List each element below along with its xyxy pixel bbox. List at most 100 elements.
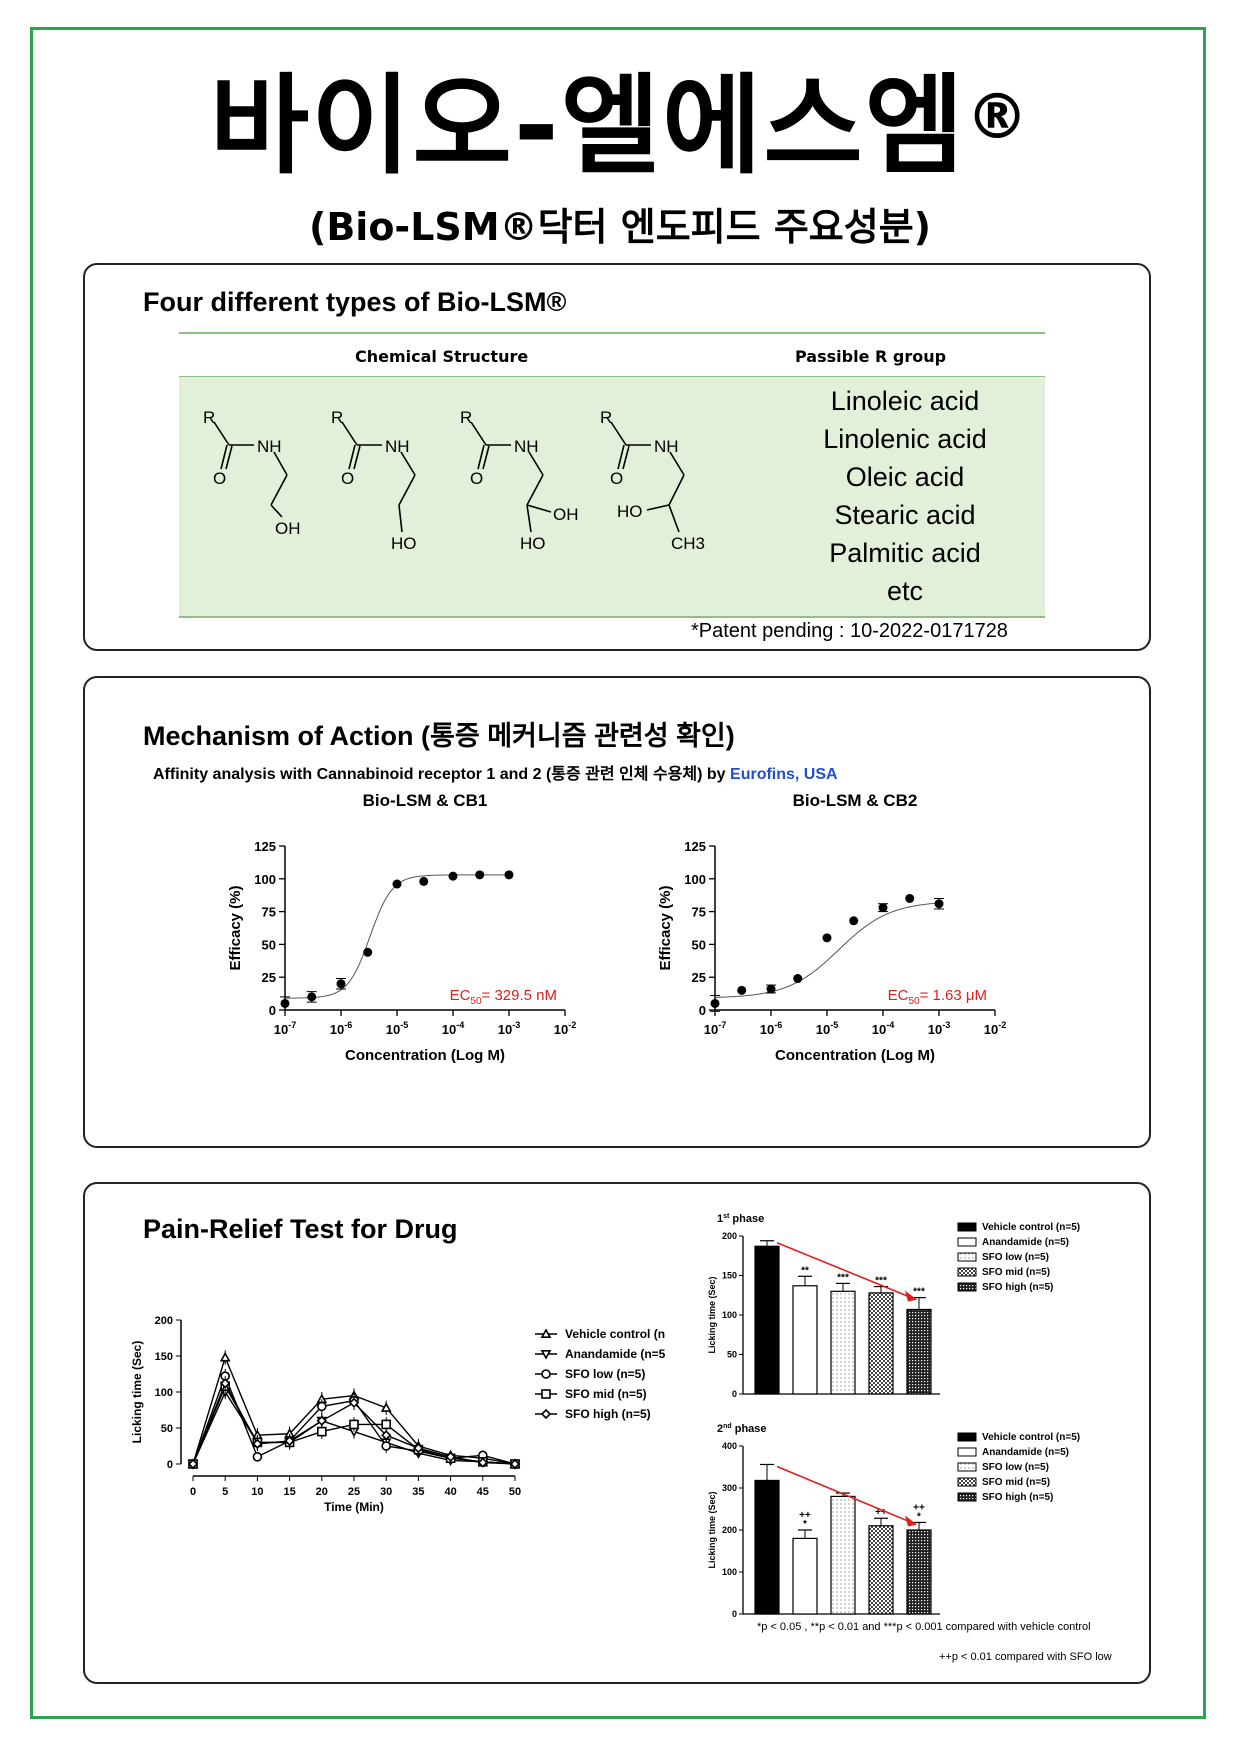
significance-label: ++ [799, 1510, 811, 1521]
significance-label: *** [875, 1276, 887, 1287]
struct4-o: O [610, 469, 623, 488]
legend-swatch [957, 1477, 977, 1487]
bar [792, 1537, 818, 1615]
y-axis-label: Efficacy (%) [227, 885, 244, 970]
x-tick-label: 10-6 [760, 1020, 783, 1037]
bar [830, 1495, 856, 1615]
fit-curve [715, 902, 940, 998]
legend-swatch [957, 1222, 977, 1232]
significance-label: *** [913, 1287, 925, 1298]
types-panel-title: Four different types of Bio-LSM® [143, 287, 567, 317]
marker-triangle-up [219, 1351, 231, 1362]
x-tick-label: 10-2 [984, 1020, 1007, 1037]
y-tick-label: 200 [722, 1231, 737, 1241]
rgroup-item: Oleic acid [845, 462, 965, 492]
struct2-nh: NH [385, 437, 410, 456]
data-point [336, 979, 346, 989]
legend-swatch [957, 1252, 977, 1262]
legend-swatch [957, 1237, 977, 1247]
struct1-oh: OH [275, 519, 301, 538]
marker-square [317, 1426, 327, 1437]
data-point [392, 879, 402, 889]
rgroup-item: Linolenic acid [823, 424, 987, 454]
y-axis-label: Licking time (Sec) [130, 1341, 144, 1444]
x-tick-label: 10-2 [554, 1020, 577, 1037]
x-axis-label: Concentration (Log M) [775, 1047, 935, 1064]
legend-label: Anandamide (n=5) [982, 1237, 1069, 1248]
y-axis-label: Licking time (Sec) [707, 1491, 717, 1568]
trend-arrow [776, 1241, 910, 1298]
bar [906, 1529, 932, 1615]
marker-triangle-down [540, 1349, 552, 1360]
y-tick-label: 0 [269, 1003, 276, 1018]
x-tick-label: 15 [283, 1486, 295, 1498]
data-point [475, 870, 485, 880]
data-point [307, 992, 317, 1002]
y-tick-label: 75 [692, 905, 706, 920]
data-point [849, 916, 859, 926]
data-point [822, 933, 832, 943]
pain-panel: Pain-Relief Test for Drug 0 50 100 150 200 0 5… [83, 1182, 1151, 1684]
y-tick-label: 200 [155, 1315, 173, 1327]
legend-label: Anandamide (n=5) [982, 1447, 1069, 1458]
marker-diamond [284, 1435, 295, 1447]
chart-title: Bio-LSM & CB2 [793, 791, 918, 810]
data-point [878, 903, 888, 913]
legend-label: SFO high (n=5) [982, 1492, 1053, 1503]
col-header-structure: Chemical Structure [355, 347, 529, 366]
legend-swatch [957, 1492, 977, 1502]
legend-swatch [957, 1432, 977, 1442]
marker-circle [381, 1441, 392, 1451]
marker-diamond [348, 1397, 360, 1408]
struct3-oh2: HO [520, 534, 546, 553]
legend-label: Vehicle control (n=5) [565, 1327, 665, 1341]
fit-curve [285, 874, 509, 999]
pain-panel-title: Pain-Relief Test for Drug [143, 1214, 458, 1244]
eurofins-link[interactable]: Eurofins, USA [730, 766, 838, 783]
y-tick-label: 100 [254, 872, 276, 887]
marker-diamond [540, 1408, 552, 1420]
data-point [504, 870, 514, 880]
bar [868, 1292, 894, 1395]
x-tick-label: 10-7 [704, 1020, 727, 1037]
legend-label: SFO low (n=5) [565, 1367, 645, 1381]
col-header-rgroup: Passible R group [795, 347, 947, 366]
trend-arrow [776, 1465, 910, 1523]
significance-label: * [917, 1511, 921, 1522]
x-axis-label: Time (Min) [324, 1500, 384, 1514]
x-tick-label: 45 [477, 1486, 489, 1498]
legend-swatch [957, 1267, 977, 1277]
struct2-o: O [341, 469, 354, 488]
significance-label: ++ [875, 1507, 887, 1518]
legend-swatch [957, 1282, 977, 1292]
cb2-chart: Bio-LSM & CB2 0 25 50 75 100 125 10-7 10-6 10-5 10… [657, 791, 1007, 1064]
significance-label: *** [837, 1272, 849, 1283]
struct3-r: R [460, 408, 472, 427]
legend-label: SFO low (n=5) [982, 1462, 1049, 1473]
significance-label: * [803, 1519, 807, 1530]
rgroup-list: Linoleic acid Linolenic acid Oleic acid … [765, 382, 1045, 610]
rgroup-item: Stearic acid [834, 500, 976, 530]
x-tick-label: 25 [348, 1486, 360, 1498]
bar [906, 1308, 932, 1395]
x-tick-label: 5 [222, 1486, 228, 1498]
struct2-oh: HO [391, 534, 417, 553]
rgroup-item: Palmitic acid [829, 538, 981, 568]
y-tick-label: 0 [699, 1003, 706, 1018]
x-tick-label: 10-7 [274, 1020, 297, 1037]
y-tick-label: 75 [262, 905, 276, 920]
data-point [934, 899, 944, 909]
struct4-nh: NH [654, 437, 679, 456]
marker-circle [252, 1452, 263, 1462]
struct4-ch3: CH3 [671, 534, 705, 553]
patent-note: *Patent pending : 10-2022-0171728 [691, 620, 1008, 642]
legend-label: Anandamide (n=5) [565, 1347, 665, 1361]
trend-arrowhead [905, 1290, 917, 1302]
marker-diamond [220, 1378, 231, 1389]
marker-diamond [381, 1430, 392, 1441]
bar [868, 1525, 894, 1615]
y-tick-label: 0 [167, 1459, 173, 1471]
table-body [179, 377, 1045, 617]
x-axis-label: Concentration (Log M) [345, 1047, 505, 1064]
significance-label: ** [801, 1265, 809, 1276]
